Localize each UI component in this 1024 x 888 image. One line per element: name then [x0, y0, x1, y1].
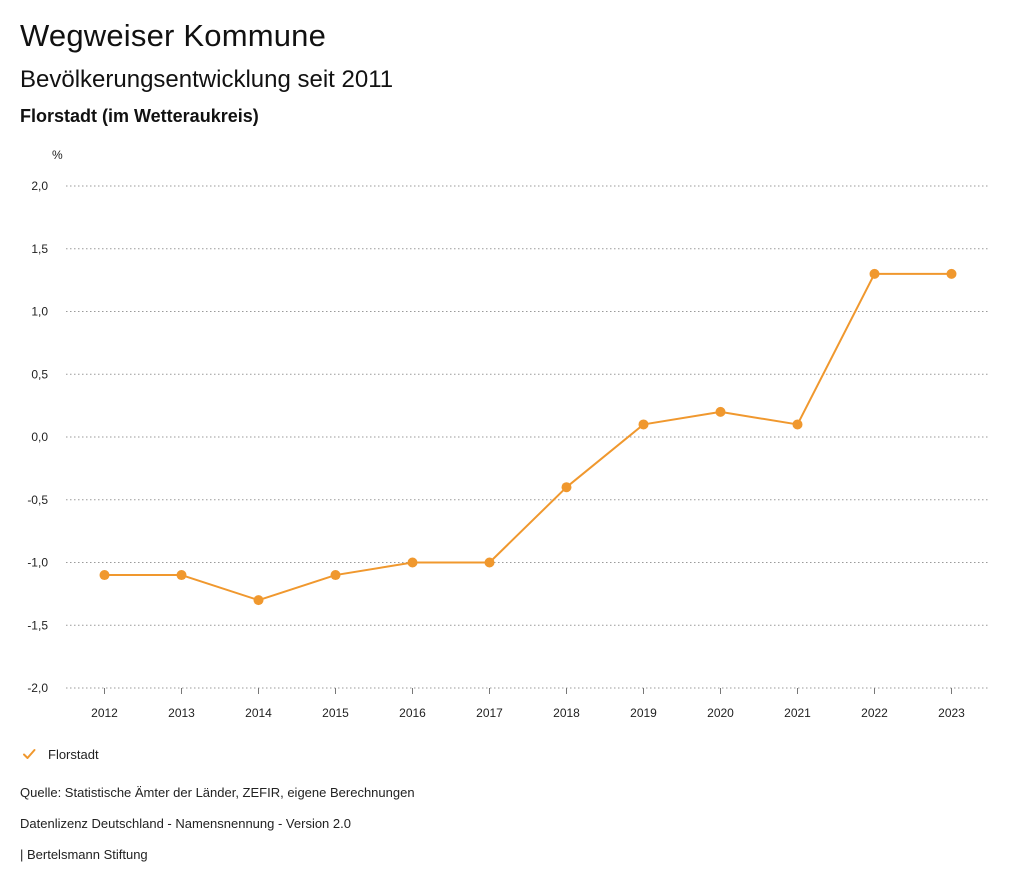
x-tick-label: 2023 — [938, 706, 965, 720]
data-point[interactable] — [176, 570, 187, 581]
y-tick-label: -1,5 — [27, 618, 48, 632]
data-point[interactable] — [99, 570, 110, 581]
data-point[interactable] — [407, 557, 418, 568]
data-point[interactable] — [253, 595, 264, 606]
data-point[interactable] — [638, 419, 649, 430]
y-tick-label: 1,5 — [31, 242, 48, 256]
y-tick-label: 1,0 — [31, 305, 48, 319]
x-tick-label: 2012 — [91, 706, 118, 720]
y-axis-unit-label: % — [52, 148, 63, 162]
x-tick-label: 2013 — [168, 706, 195, 720]
data-point[interactable] — [484, 557, 495, 568]
chart-place: Florstadt (im Wetteraukreis) — [20, 106, 259, 126]
y-tick-label: 0,5 — [31, 367, 48, 381]
data-point[interactable] — [946, 268, 957, 279]
x-tick-label: 2015 — [322, 706, 349, 720]
legend-item-florstadt[interactable]: Florstadt — [20, 744, 99, 764]
legend-label: Florstadt — [48, 746, 99, 762]
x-tick-label: 2016 — [399, 706, 426, 720]
x-tick-label: 2019 — [630, 706, 657, 720]
data-point[interactable] — [715, 406, 726, 417]
y-tick-label: 2,0 — [31, 179, 48, 193]
source-note: Quelle: Statistische Ämter der Länder, Z… — [20, 785, 415, 800]
y-tick-label: -0,5 — [27, 493, 48, 507]
credit-note: | Bertelsmann Stiftung — [20, 847, 148, 862]
data-point[interactable] — [330, 570, 341, 581]
line-chart: % 2,0 1,5 1,0 0,5 0,0 -0,5 -1,0 -1,5 -2,0 2012 201… — [27, 148, 990, 720]
data-point[interactable] — [869, 268, 880, 279]
x-tick-label: 2021 — [784, 706, 811, 720]
license-note: Datenlizenz Deutschland - Namensnennung … — [20, 816, 351, 831]
y-tick-label: 0,0 — [31, 430, 48, 444]
x-tick-label: 2022 — [861, 706, 888, 720]
series-line-florstadt — [104, 272, 952, 602]
y-tick-label: -2,0 — [27, 681, 48, 695]
check-icon — [20, 745, 38, 763]
x-tick-label: 2020 — [707, 706, 734, 720]
data-point[interactable] — [561, 482, 572, 493]
y-tick-label: -1,0 — [27, 556, 48, 570]
chart-subtitle: Bevölkerungsentwicklung seit 2011 — [20, 66, 394, 93]
x-tick-label: 2017 — [476, 706, 503, 720]
data-point[interactable] — [792, 419, 803, 430]
chart-title: Wegweiser Kommune — [20, 18, 327, 53]
x-tick-label: 2014 — [245, 706, 272, 720]
x-tick-label: 2018 — [553, 706, 580, 720]
